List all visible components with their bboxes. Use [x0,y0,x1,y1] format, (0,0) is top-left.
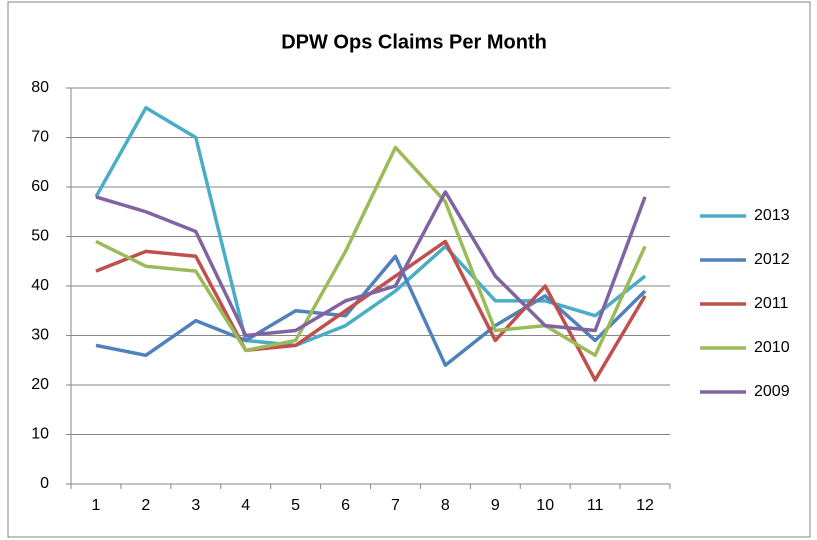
x-tick-label: 10 [536,497,554,514]
x-tick-label: 12 [636,497,654,514]
y-tick-label: 20 [31,376,49,393]
y-tick-label: 80 [31,79,49,96]
x-tick-label: 2 [141,497,150,514]
series-line [95,190,647,338]
legend-label: 2011 [754,295,789,312]
y-tick-label: 40 [31,277,49,294]
legend-label: 2009 [754,383,790,400]
x-tick-label: 7 [391,497,400,514]
x-tick-label: 9 [491,497,500,514]
x-tick-label: 5 [291,497,300,514]
y-tick-label: 30 [31,327,49,344]
x-tick-label: 4 [241,497,250,514]
legend-label: 2012 [754,251,790,268]
y-tick-label: 70 [31,129,49,146]
x-tick-label: 3 [191,497,200,514]
y-tick-label: 0 [40,475,49,492]
x-tick-label: 6 [341,497,350,514]
x-tick-label: 8 [441,497,450,514]
legend-label: 2013 [754,207,790,224]
x-tick-label: 11 [587,497,604,514]
y-tick-label: 50 [31,228,49,245]
series-line [95,145,647,358]
legend-label: 2010 [754,339,790,356]
chart-title: DPW Ops Claims Per Month [281,31,547,53]
y-tick-label: 60 [31,178,49,195]
x-tick-label: 1 [92,497,101,514]
chart-frame [7,1,811,538]
y-tick-label: 10 [31,426,49,443]
